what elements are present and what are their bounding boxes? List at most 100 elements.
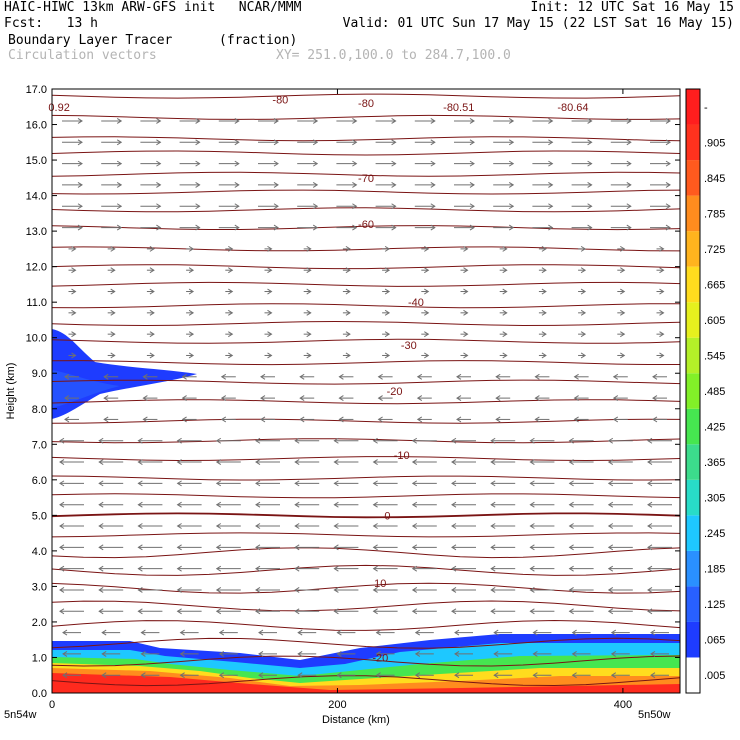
circulation-vector <box>218 160 240 167</box>
circulation-vector <box>372 587 398 593</box>
temperature-contour <box>51 418 681 424</box>
circulation-vector <box>255 437 280 444</box>
circulation-vector <box>454 182 475 188</box>
circulation-vector <box>617 309 626 316</box>
circulation-vector <box>336 224 358 231</box>
circulation-vector <box>258 160 279 167</box>
circulation-vector <box>578 267 587 274</box>
circulation-vector <box>414 160 436 167</box>
colorbar-label: .245 <box>704 528 725 540</box>
circulation-vector <box>411 608 437 615</box>
circulation-vector <box>411 544 437 551</box>
circulation-vector <box>255 608 280 615</box>
circulation-vector <box>137 437 163 444</box>
circulation-vector <box>451 437 476 444</box>
circulation-vector <box>146 331 155 338</box>
circulation-vector <box>62 629 81 636</box>
overlay-name: Circulation vectors <box>8 48 157 63</box>
circulation-vector <box>372 544 398 551</box>
circulation-vector <box>101 160 123 167</box>
circulation-vector <box>375 118 397 124</box>
circulation-vector <box>568 459 594 465</box>
circulation-vector <box>186 352 195 359</box>
circulation-vector <box>617 331 626 338</box>
circulation-vector <box>186 331 195 338</box>
circulation-vector <box>414 224 436 231</box>
circulation-vector <box>215 480 241 487</box>
circulation-vector <box>647 587 672 593</box>
temperature-contour <box>51 360 680 366</box>
circulation-vector <box>303 309 312 316</box>
circulation-vector <box>610 139 632 146</box>
circulation-vector <box>260 416 275 423</box>
circulation-vector <box>421 288 430 295</box>
circulation-vector <box>571 182 593 188</box>
circulation-vector <box>451 501 476 508</box>
x-tick-label: 200 <box>328 699 346 711</box>
circulation-vector <box>647 523 672 529</box>
circulation-vector <box>59 523 84 529</box>
circulation-vector <box>416 395 432 402</box>
circulation-vector <box>529 608 555 615</box>
circulation-vector <box>493 672 513 679</box>
temperature-contour <box>51 655 681 667</box>
circulation-vector <box>299 416 315 423</box>
circulation-vector <box>454 160 475 167</box>
temperature-contour <box>51 456 681 462</box>
circulation-vector <box>610 182 632 188</box>
circulation-vector <box>297 650 317 657</box>
circulation-vector <box>62 160 83 167</box>
circulation-vector <box>532 182 554 188</box>
colorbar-label: .545 <box>704 350 725 362</box>
circulation-vector <box>140 118 162 124</box>
circulation-vector <box>647 437 672 444</box>
circulation-vector <box>218 650 238 657</box>
circulation-vector <box>297 182 319 188</box>
circulation-vector <box>571 672 591 679</box>
temperature-contour <box>51 637 681 649</box>
circulation-vector <box>656 288 665 295</box>
circulation-vector <box>414 182 436 188</box>
circulation-vector <box>264 331 273 338</box>
circulation-vector <box>460 331 469 338</box>
circulation-vector <box>146 352 155 359</box>
circulation-vector <box>656 267 665 274</box>
circulation-vector <box>610 118 632 124</box>
temperature-contour <box>51 320 681 327</box>
temperature-contour <box>51 225 681 231</box>
circulation-vector <box>142 395 158 402</box>
y-tick-label: 6.0 <box>32 475 47 487</box>
circulation-vector <box>375 160 397 167</box>
tracer-boundary-layer-red <box>52 673 680 693</box>
colorbar-swatch <box>686 586 700 622</box>
contour-label: -20 <box>372 652 388 664</box>
circulation-vector <box>333 437 359 444</box>
circulation-vector <box>140 160 162 167</box>
circulation-vector <box>416 416 432 423</box>
circulation-vector <box>176 459 202 465</box>
circulation-vector <box>258 118 279 124</box>
circulation-vector <box>372 501 398 508</box>
circulation-vector <box>218 224 240 231</box>
circulation-vector <box>176 608 202 615</box>
circulation-vector <box>62 203 83 210</box>
circulation-vector <box>215 565 241 572</box>
circulation-vector <box>610 650 630 657</box>
temperature-contour <box>51 493 681 499</box>
circulation-vector <box>538 352 547 359</box>
circulation-vector <box>650 629 669 636</box>
circulation-vector <box>297 672 317 679</box>
circulation-vector <box>534 416 550 423</box>
circulation-vector <box>303 267 312 274</box>
circulation-vector <box>375 203 397 210</box>
circulation-vector <box>218 139 240 146</box>
temperature-contour <box>51 675 681 687</box>
circulation-vector <box>179 629 199 636</box>
circulation-vector <box>493 160 515 167</box>
circulation-vector <box>260 395 275 402</box>
circulation-vector <box>98 437 124 444</box>
circulation-vector <box>179 182 201 188</box>
circulation-vector <box>333 544 359 551</box>
circulation-vector <box>101 629 121 636</box>
circulation-vector <box>652 416 667 423</box>
